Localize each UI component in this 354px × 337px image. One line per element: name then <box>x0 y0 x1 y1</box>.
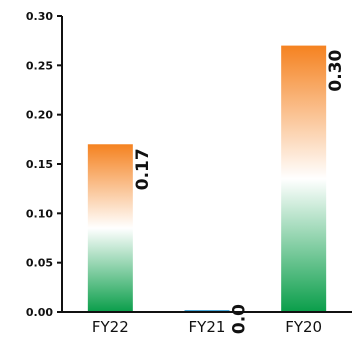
data-label: 0.30 <box>326 49 346 91</box>
x-tick-label: FY20 <box>285 318 322 336</box>
bars: 0.17 0.0 0.30 <box>87 45 346 334</box>
y-tick-label: 0.05 <box>26 257 53 270</box>
x-tick-label: FY22 <box>92 318 129 336</box>
y-tick-label: 0.20 <box>26 109 53 122</box>
y-axis: 0.00 0.05 0.10 0.15 0.20 0.25 0.30 <box>26 10 63 319</box>
data-label: 0.17 <box>133 148 153 190</box>
y-tick-label: 0.15 <box>26 158 53 171</box>
x-axis: FY22 FY21 FY20 <box>62 311 352 336</box>
bar-fy22 <box>87 144 133 312</box>
y-tick-label: 0.25 <box>26 59 53 72</box>
x-tick-label: FY21 <box>189 318 226 336</box>
y-tick-label: 0.00 <box>26 306 53 319</box>
y-tick-label: 0.10 <box>26 207 53 220</box>
bar-fy20 <box>281 45 327 312</box>
data-label: 0.0 <box>230 304 250 334</box>
y-tick-label: 0.30 <box>26 10 53 23</box>
